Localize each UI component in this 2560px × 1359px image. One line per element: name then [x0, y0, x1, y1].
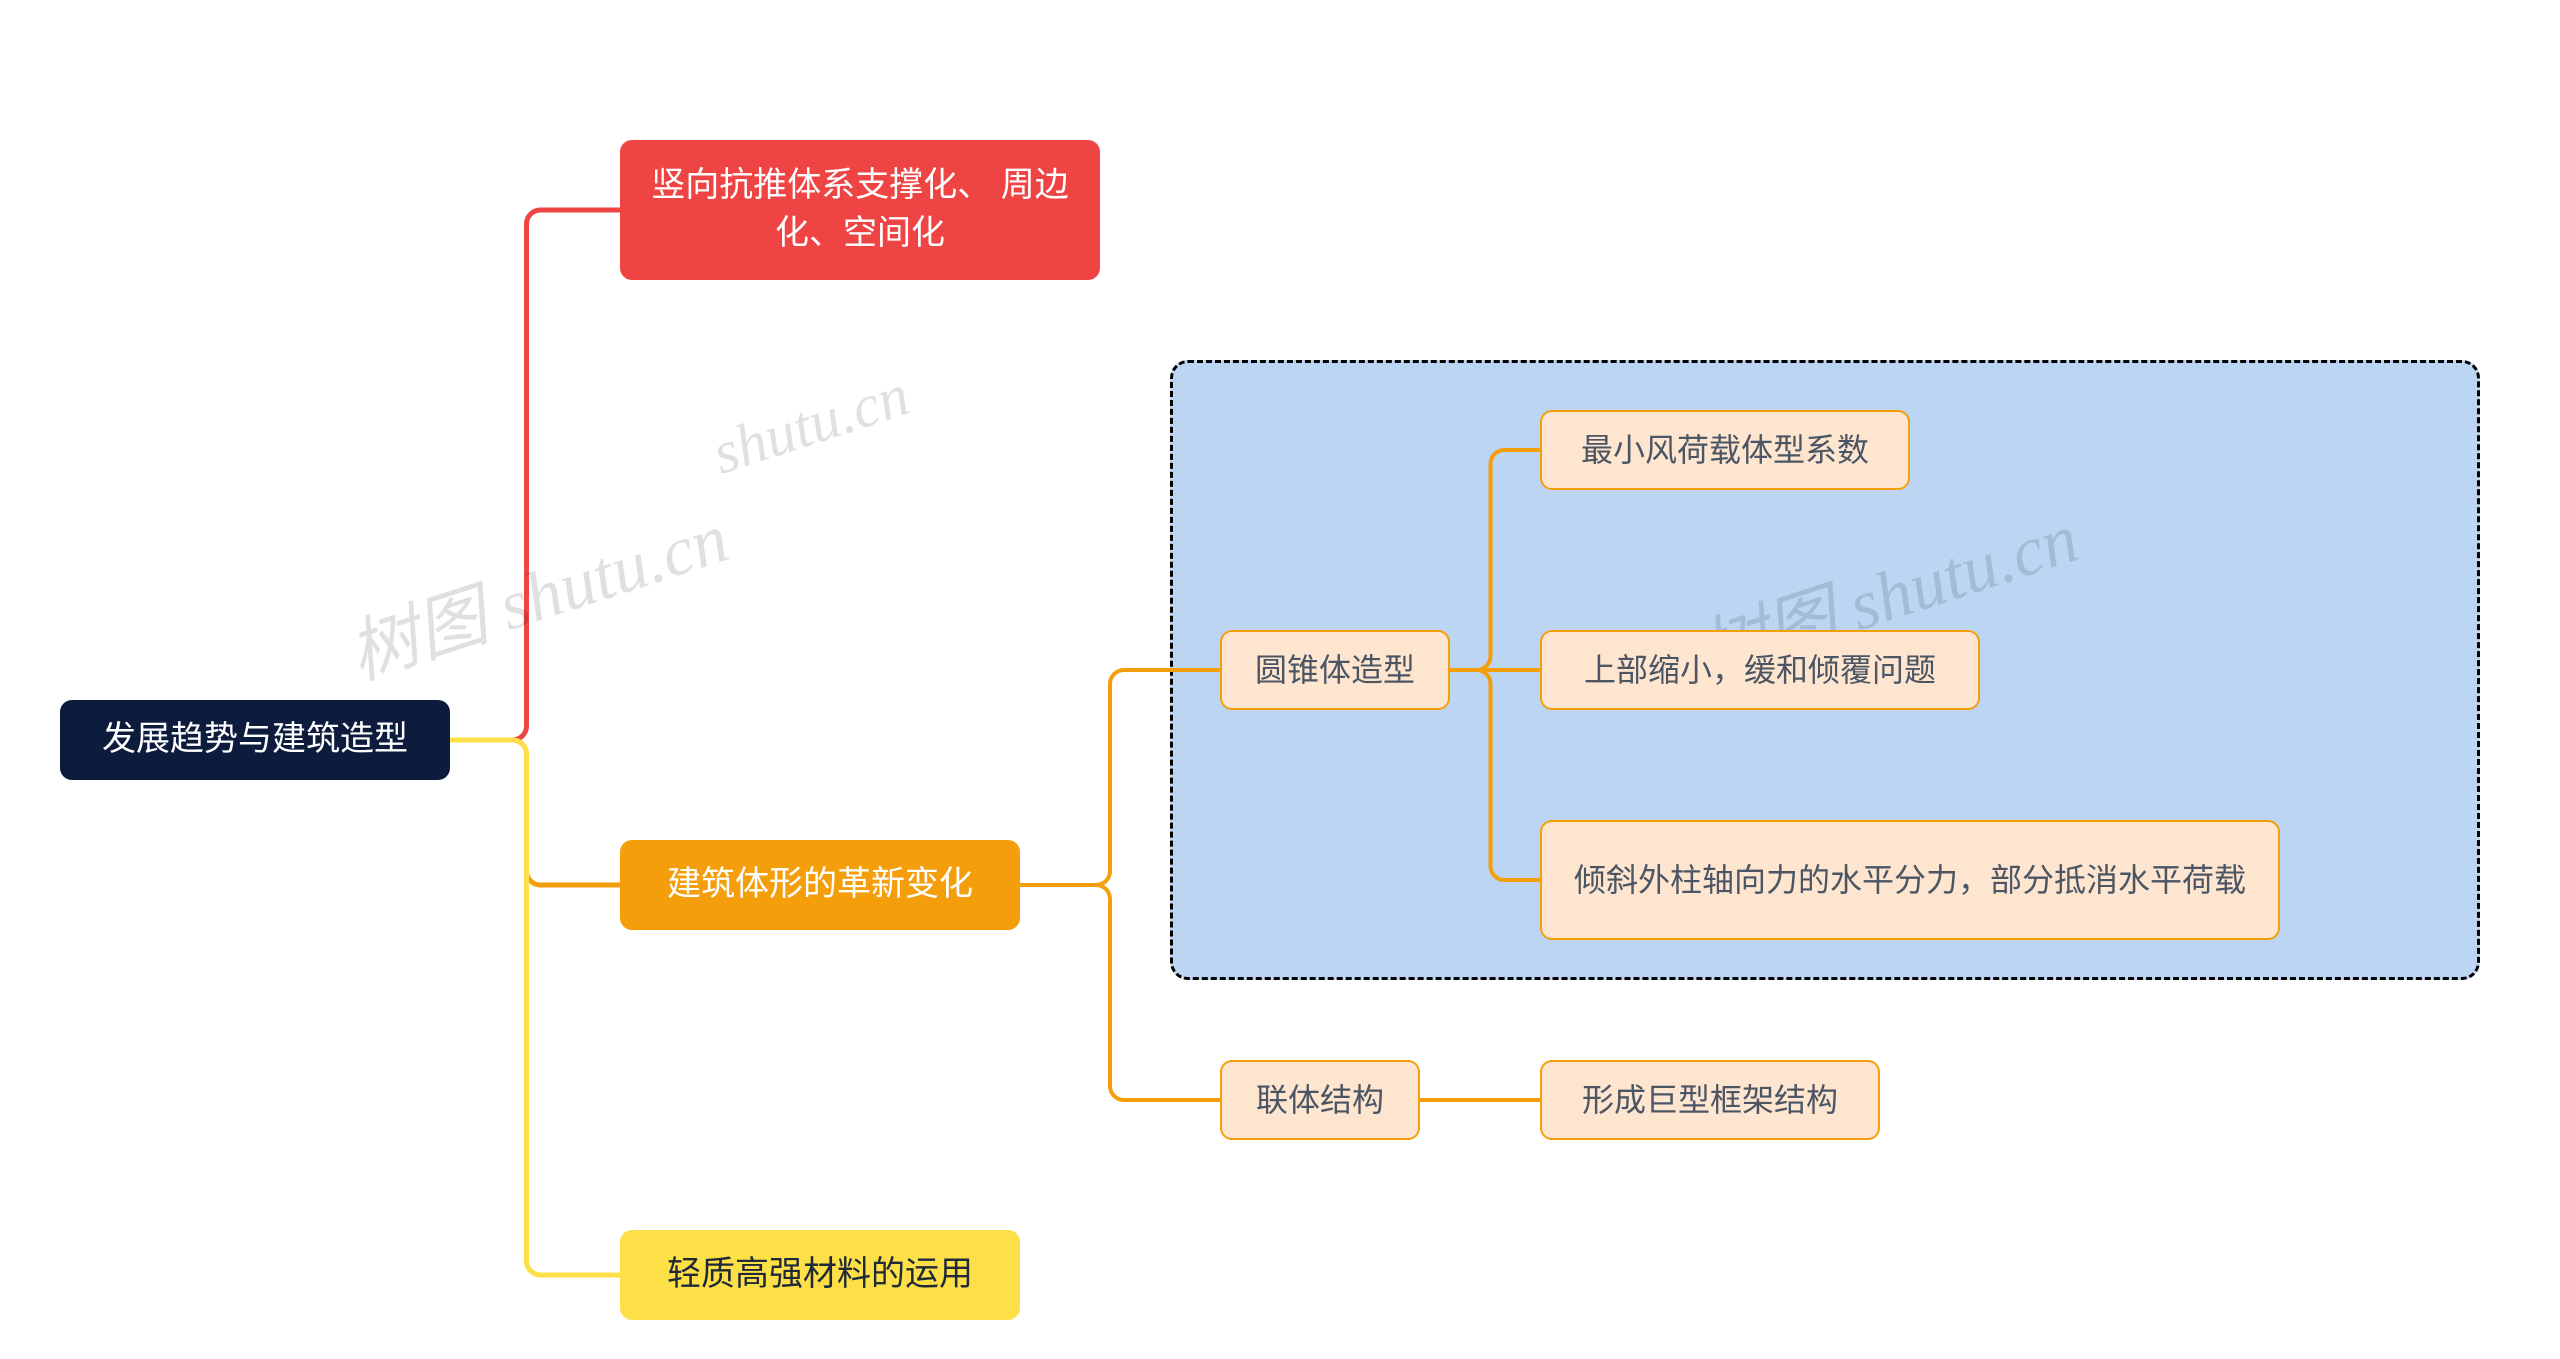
node-mega-frame[interactable]: 形成巨型框架结构: [1540, 1060, 1880, 1140]
node-linked-structure[interactable]: 联体结构: [1220, 1060, 1420, 1140]
node-inclined-column[interactable]: 倾斜外柱轴向力的水平分力，部分抵消水平荷载: [1540, 820, 2280, 940]
node-top-reduce[interactable]: 上部缩小，缓和倾覆问题: [1540, 630, 1980, 710]
node-branch-materials[interactable]: 轻质高强材料的运用: [620, 1230, 1020, 1320]
node-wind-coef[interactable]: 最小风荷载体型系数: [1540, 410, 1910, 490]
node-root[interactable]: 发展趋势与建筑造型: [60, 700, 450, 780]
node-branch-form-innovation[interactable]: 建筑体形的革新变化: [620, 840, 1020, 930]
watermark-1: 树图 shutu.cn: [334, 482, 739, 699]
watermark-3: shutu.cn: [704, 361, 917, 489]
node-cone-shape[interactable]: 圆锥体造型: [1220, 630, 1450, 710]
node-branch-vertical-system[interactable]: 竖向抗推体系支撑化、 周边化、空间化: [620, 140, 1100, 280]
